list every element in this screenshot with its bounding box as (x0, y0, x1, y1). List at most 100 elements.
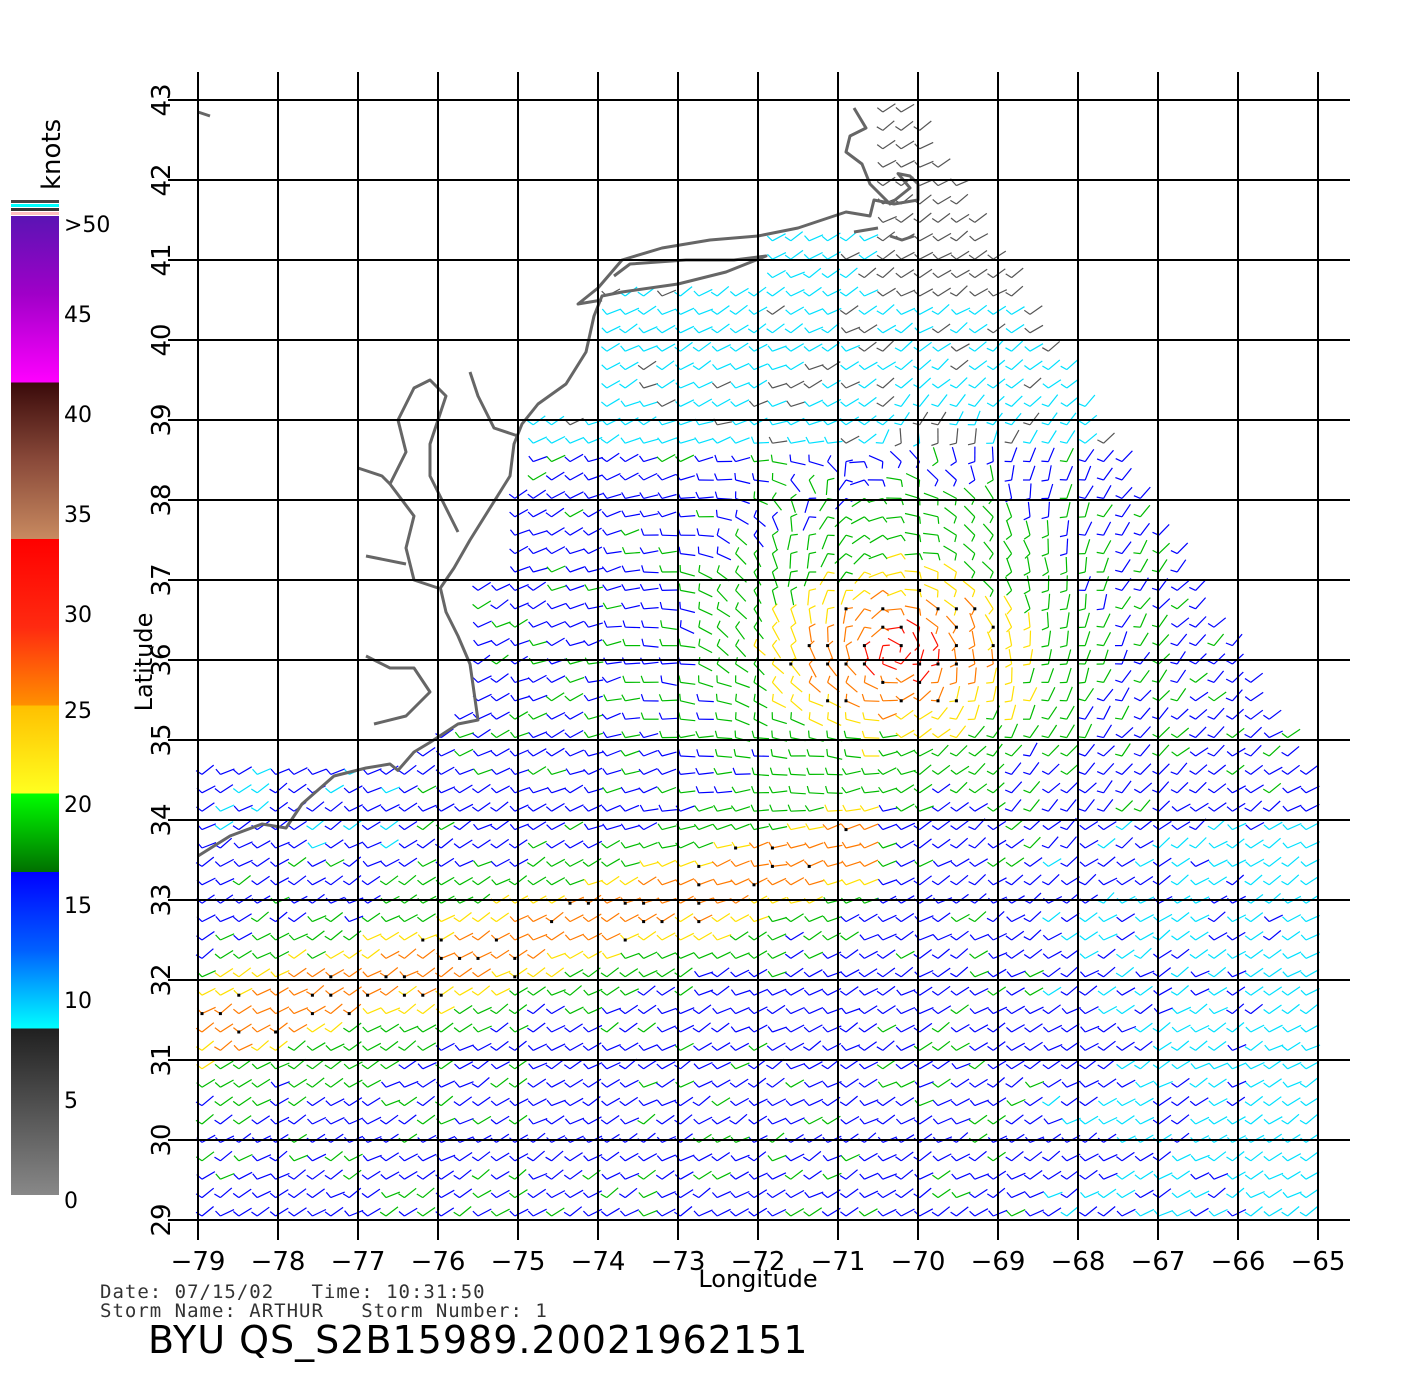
wind-barb (767, 933, 787, 941)
wind-barb (1227, 1044, 1247, 1051)
wind-barb (785, 1153, 805, 1162)
wind-barb (1023, 520, 1031, 540)
wind-barb (931, 875, 951, 886)
wind-barb (619, 417, 639, 426)
wind-barb (931, 394, 948, 407)
wind-barb (564, 950, 584, 959)
wind-barb (858, 1078, 878, 1088)
wind-barb (913, 820, 932, 831)
wind-barb (1096, 632, 1112, 647)
wind-barb (233, 950, 252, 959)
wind-barb (527, 1208, 547, 1217)
wind-barb (785, 1024, 805, 1033)
wind-barb (950, 1023, 970, 1033)
wind-barb (876, 267, 895, 279)
wind-barb (1207, 1041, 1227, 1051)
wind-barb (564, 1117, 585, 1125)
wind-barb (694, 437, 714, 444)
wind-barb (807, 640, 816, 660)
wind-barb (638, 1190, 658, 1199)
wind-barb (1244, 764, 1264, 775)
wind-barb (1041, 538, 1049, 557)
wind-barb (968, 250, 988, 260)
wind-barb (1207, 966, 1227, 978)
wind-barb (693, 931, 713, 941)
wind-barb (1023, 1151, 1043, 1162)
wind-barb (472, 1134, 492, 1143)
wind-barb (1227, 1080, 1247, 1088)
wind-barb (526, 856, 546, 867)
wind-barb (472, 620, 492, 628)
wind-barb (659, 638, 678, 647)
wind-barb (1096, 649, 1109, 665)
wind-barb (1059, 447, 1074, 463)
wind-barb (269, 858, 290, 867)
wind-barb (1060, 378, 1080, 389)
wind-barb (876, 340, 895, 352)
wind-barb (827, 624, 835, 643)
wind-barb (712, 823, 732, 831)
wind-barb (950, 948, 969, 959)
wind-barb (849, 461, 868, 469)
wind-barb (380, 1171, 400, 1180)
wind-barb (640, 675, 659, 683)
wind-barb (819, 571, 835, 586)
wind-barb (1262, 874, 1282, 886)
wind-barb (932, 447, 939, 467)
wind-barb (306, 950, 326, 959)
wind-barb (545, 911, 564, 924)
wind-barb (361, 1170, 381, 1180)
wind-barb (582, 913, 602, 923)
wind-barb (767, 1154, 787, 1162)
wind-barb (252, 767, 272, 775)
wind-barb (417, 876, 437, 886)
wind-barb (214, 1079, 234, 1088)
wind-barb (1151, 614, 1168, 628)
wind-barb (583, 474, 603, 481)
wind-barb (600, 967, 620, 978)
wind-barb (962, 580, 976, 598)
wind-barb (695, 731, 714, 739)
wind-barb (748, 1189, 768, 1199)
wind-barb (840, 252, 860, 260)
wind-barb (1152, 1059, 1172, 1070)
wind-barb (693, 381, 713, 389)
wind-barb (1226, 950, 1246, 959)
wind-barb (1097, 966, 1116, 978)
wind-barb (545, 692, 565, 702)
wind-barb (1152, 523, 1170, 536)
wind-barb (983, 541, 994, 560)
wind-barb (473, 639, 493, 647)
wind-barb (766, 286, 785, 297)
wind-barb (1226, 914, 1247, 923)
wind-barb (232, 1096, 252, 1107)
wind-barb (600, 1187, 619, 1199)
wind-barb (729, 304, 748, 315)
wind-barb (508, 489, 528, 499)
wind-barb (250, 783, 270, 794)
wind-barb (1263, 986, 1283, 996)
wind-barb (1207, 1022, 1227, 1033)
wind-barb (986, 446, 994, 465)
wind-barb (656, 986, 676, 996)
wind-barb (930, 667, 943, 684)
wind-barb (659, 565, 678, 573)
wind-barb (640, 528, 659, 536)
wind-barb (490, 1022, 509, 1033)
wind-barb (913, 986, 933, 996)
wind-barb (1097, 1022, 1117, 1033)
wind-barb (656, 968, 676, 978)
wind-barb (753, 712, 768, 727)
wind-barb (931, 378, 951, 389)
wind-barb (1190, 1116, 1210, 1125)
wind-barb (1098, 914, 1118, 923)
wind-barb (769, 804, 788, 812)
wind-barb (1133, 669, 1150, 683)
wind-barb (1153, 913, 1173, 923)
wind-barb (950, 269, 970, 279)
wind-barb (565, 566, 585, 573)
wind-barb (930, 631, 939, 652)
wind-barb (251, 968, 271, 978)
wind-barb (640, 712, 659, 720)
wind-barb (894, 652, 912, 665)
